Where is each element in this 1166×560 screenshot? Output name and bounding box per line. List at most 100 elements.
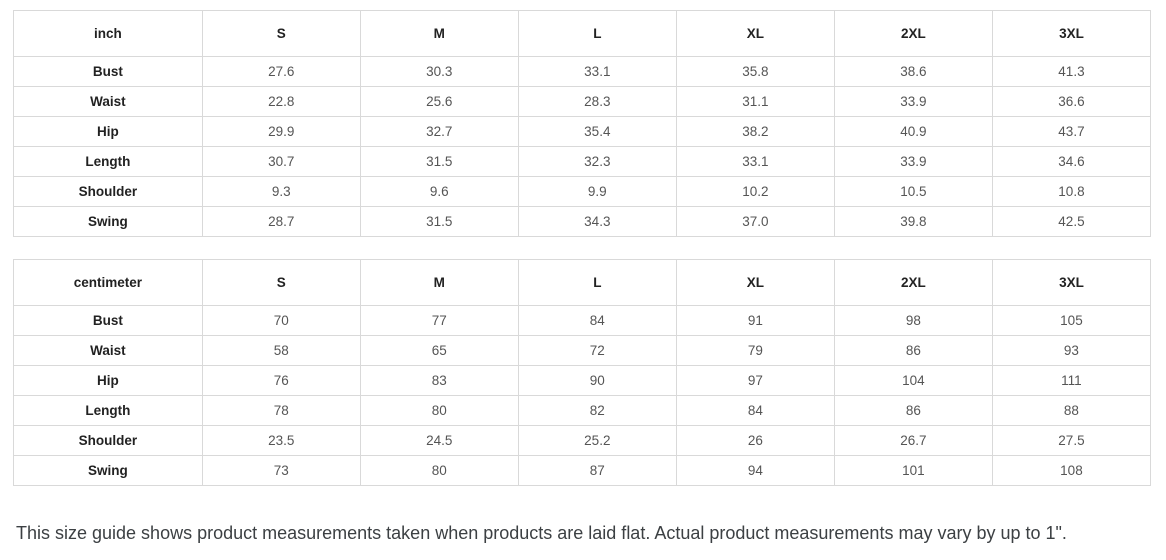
inch-size-table: inch S M L XL 2XL 3XL Bust 27.6 30.3 33.1 35.8 38.6 4… [13,10,1152,237]
unit-header: centimeter [13,259,203,306]
size-column-header: XL [675,259,835,306]
measurement-value: 23.5 [201,425,361,456]
measurement-value: 97 [675,365,835,396]
size-column-header: S [201,259,361,306]
header-row: inch S M L XL 2XL 3XL [13,10,1152,57]
measurement-row: Swing 73 80 87 94 101 108 [13,455,1152,486]
size-column-header: 2XL [833,259,993,306]
measurement-value: 86 [833,335,993,366]
measurement-value: 86 [833,395,993,426]
unit-header: inch [13,10,203,57]
measurement-value: 42.5 [991,206,1152,237]
measurement-value: 35.4 [517,116,677,147]
measurement-value: 10.2 [675,176,835,207]
size-column-header: 2XL [833,10,993,57]
measurement-value: 28.7 [201,206,361,237]
measurement-label: Length [13,395,203,426]
measurement-label: Length [13,146,203,177]
size-column-header: 3XL [991,259,1152,306]
measurement-value: 37.0 [675,206,835,237]
size-column-header: M [359,10,519,57]
measurement-value: 38.6 [833,56,993,87]
measurement-row: Length 30.7 31.5 32.3 33.1 33.9 34.6 [13,146,1152,177]
measurement-value: 108 [991,455,1152,486]
measurement-value: 22.8 [201,86,361,117]
measurement-value: 78 [201,395,361,426]
centimeter-size-table: centimeter S M L XL 2XL 3XL Bust 70 77 84 91 98 105 Wa… [13,259,1152,486]
measurement-value: 105 [991,305,1152,336]
measurement-label: Hip [13,365,203,396]
measurement-value: 70 [201,305,361,336]
measurement-value: 43.7 [991,116,1152,147]
measurement-value: 93 [991,335,1152,366]
measurement-value: 80 [359,455,519,486]
measurement-value: 31.1 [675,86,835,117]
measurement-label: Swing [13,206,203,237]
measurement-value: 40.9 [833,116,993,147]
measurement-row: Waist 58 65 72 79 86 93 [13,335,1152,366]
measurement-value: 87 [517,455,677,486]
measurement-row: Swing 28.7 31.5 34.3 37.0 39.8 42.5 [13,206,1152,237]
measurement-value: 10.5 [833,176,993,207]
measurement-value: 36.6 [991,86,1152,117]
size-column-header: L [517,259,677,306]
measurement-value: 77 [359,305,519,336]
size-column-header: M [359,259,519,306]
measurement-value: 73 [201,455,361,486]
measurement-label: Shoulder [13,176,203,207]
measurement-value: 65 [359,335,519,366]
measurement-label: Swing [13,455,203,486]
measurement-value: 28.3 [517,86,677,117]
measurement-value: 33.9 [833,146,993,177]
measurement-row: Waist 22.8 25.6 28.3 31.1 33.9 36.6 [13,86,1152,117]
measurement-value: 30.7 [201,146,361,177]
measurement-row: Shoulder 9.3 9.6 9.9 10.2 10.5 10.8 [13,176,1152,207]
measurement-value: 39.8 [833,206,993,237]
measurement-value: 24.5 [359,425,519,456]
measurement-value: 91 [675,305,835,336]
size-guide-note: This size guide shows product measuremen… [16,523,1067,543]
measurement-row: Hip 29.9 32.7 35.4 38.2 40.9 43.7 [13,116,1152,147]
measurement-value: 9.9 [517,176,677,207]
measurement-value: 26.7 [833,425,993,456]
measurement-row: Shoulder 23.5 24.5 25.2 26 26.7 27.5 [13,425,1152,456]
measurement-value: 94 [675,455,835,486]
measurement-value: 25.6 [359,86,519,117]
measurement-value: 35.8 [675,56,835,87]
measurement-value: 32.7 [359,116,519,147]
measurement-row: Bust 70 77 84 91 98 105 [13,305,1152,336]
measurement-value: 83 [359,365,519,396]
measurement-row: Length 78 80 82 84 86 88 [13,395,1152,426]
measurement-value: 84 [517,305,677,336]
measurement-value: 80 [359,395,519,426]
measurement-label: Bust [13,305,203,336]
measurement-value: 33.9 [833,86,993,117]
measurement-value: 9.3 [201,176,361,207]
measurement-row: Bust 27.6 30.3 33.1 35.8 38.6 41.3 [13,56,1152,87]
measurement-value: 10.8 [991,176,1152,207]
measurement-value: 111 [991,365,1152,396]
measurement-value: 98 [833,305,993,336]
measurement-value: 27.6 [201,56,361,87]
measurement-value: 33.1 [517,56,677,87]
measurement-value: 25.2 [517,425,677,456]
measurement-value: 79 [675,335,835,366]
measurement-value: 76 [201,365,361,396]
measurement-value: 104 [833,365,993,396]
measurement-value: 27.5 [991,425,1152,456]
measurement-value: 84 [675,395,835,426]
measurement-value: 29.9 [201,116,361,147]
size-column-header: XL [675,10,835,57]
measurement-value: 90 [517,365,677,396]
measurement-value: 34.3 [517,206,677,237]
measurement-value: 33.1 [675,146,835,177]
measurement-value: 38.2 [675,116,835,147]
size-column-header: L [517,10,677,57]
measurement-label: Shoulder [13,425,203,456]
measurement-label: Hip [13,116,203,147]
measurement-value: 9.6 [359,176,519,207]
measurement-label: Bust [13,56,203,87]
measurement-value: 72 [517,335,677,366]
size-column-header: S [201,10,361,57]
